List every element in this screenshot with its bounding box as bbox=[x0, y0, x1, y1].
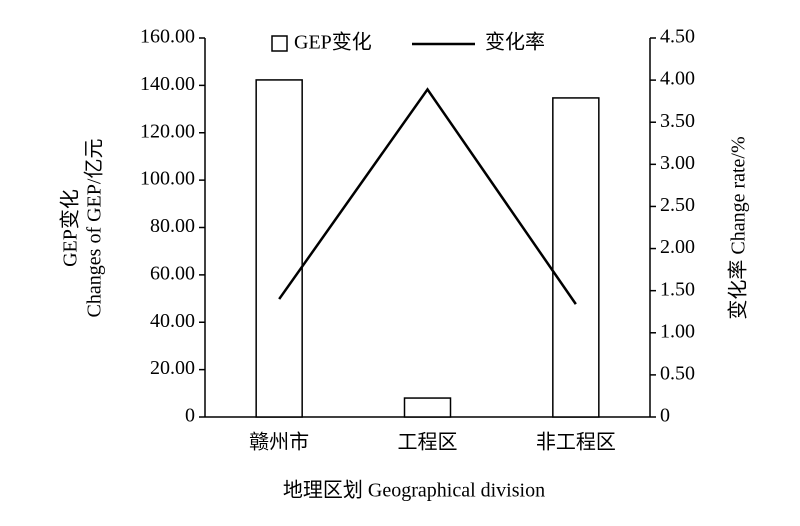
y2-tick-label: 2.00 bbox=[660, 236, 695, 258]
y-tick-label: 20.00 bbox=[150, 357, 195, 379]
y-tick-label: 40.00 bbox=[150, 310, 195, 332]
y-tick-label: 60.00 bbox=[150, 262, 195, 284]
bar bbox=[552, 97, 600, 418]
line bbox=[278, 87, 577, 305]
y2-tick-label: 1.00 bbox=[660, 320, 695, 342]
y-tick-label: 0 bbox=[185, 405, 195, 427]
y-tick-label: 160.00 bbox=[140, 26, 195, 48]
y2-axis-title: 变化率 Change rate/% bbox=[727, 136, 750, 319]
bar bbox=[255, 79, 303, 418]
y-tick-label: 80.00 bbox=[150, 215, 195, 237]
x-tick-label: 工程区 bbox=[398, 431, 458, 454]
y2-tick-label: 4.50 bbox=[660, 26, 695, 48]
x-tick-label: 赣州市 bbox=[249, 431, 309, 454]
y-axis-title: GEP变化 bbox=[59, 189, 82, 267]
bar bbox=[403, 397, 452, 418]
y-tick-label: 140.00 bbox=[140, 73, 195, 95]
x-axis-title: 地理区划 Geographical division bbox=[283, 479, 545, 502]
x-tick-label: 非工程区 bbox=[536, 431, 616, 454]
legend-swatch bbox=[271, 35, 288, 52]
legend-label: 变化率 bbox=[485, 31, 545, 54]
y2-tick-label: 4.00 bbox=[660, 68, 695, 90]
y2-tick-label: 3.00 bbox=[660, 152, 695, 174]
y-tick-label: 100.00 bbox=[140, 168, 195, 190]
y-axis-title: Changes of GEP/亿元 bbox=[83, 139, 106, 318]
y2-tick-label: 2.50 bbox=[660, 194, 695, 216]
y2-tick-label: 0 bbox=[660, 405, 670, 427]
y2-tick-label: 1.50 bbox=[660, 278, 695, 300]
y-tick-label: 120.00 bbox=[140, 120, 195, 142]
y2-tick-label: 3.50 bbox=[660, 110, 695, 132]
y2-tick-label: 0.50 bbox=[660, 362, 695, 384]
legend-label: GEP变化 bbox=[294, 31, 372, 54]
